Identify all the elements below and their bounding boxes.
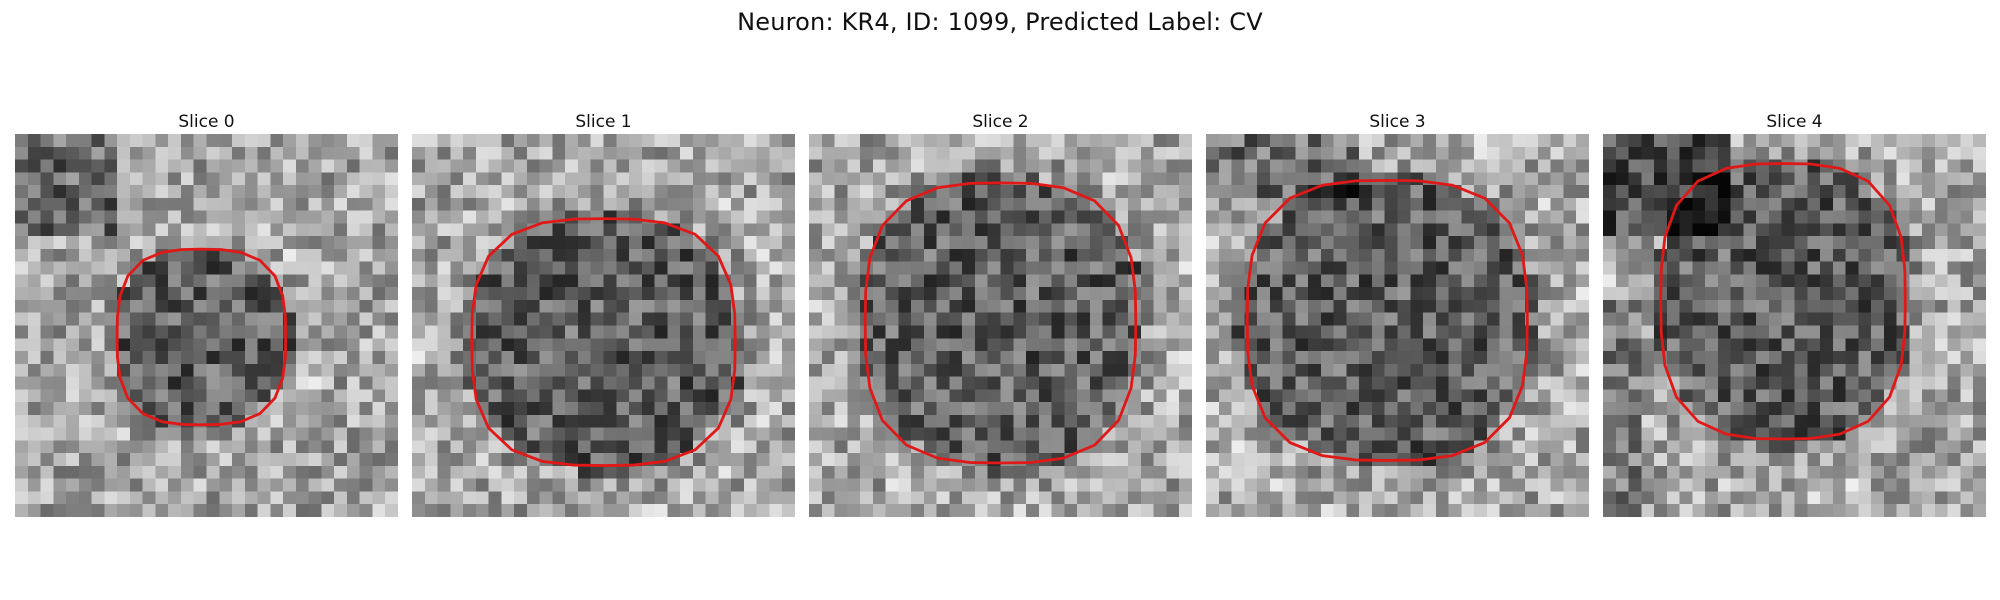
slice-image xyxy=(1603,134,1986,517)
slice-title: Slice 2 xyxy=(972,112,1029,132)
slice-image xyxy=(1206,134,1589,517)
roi-contour xyxy=(115,247,288,427)
grayscale-image xyxy=(1603,134,1986,517)
slice-image xyxy=(412,134,795,517)
roi-contour xyxy=(863,181,1138,465)
roi-contour xyxy=(1245,178,1529,462)
grayscale-image xyxy=(412,134,795,517)
roi-contour xyxy=(1659,162,1907,441)
slice-title: Slice 0 xyxy=(178,112,235,132)
slice-image xyxy=(809,134,1192,517)
roi-contour xyxy=(470,217,737,467)
slice-title: Slice 1 xyxy=(575,112,632,132)
grayscale-image xyxy=(15,134,398,517)
slice-panel-2: Slice 2 xyxy=(809,110,1192,517)
grayscale-image xyxy=(809,134,1192,517)
slice-panel-4: Slice 4 xyxy=(1603,110,1986,517)
figure-title: Neuron: KR4, ID: 1099, Predicted Label: … xyxy=(737,8,1263,36)
slice-panel-1: Slice 1 xyxy=(412,110,795,517)
slice-image xyxy=(15,134,398,517)
slice-title: Slice 3 xyxy=(1369,112,1426,132)
slice-panel-3: Slice 3 xyxy=(1206,110,1589,517)
slice-panel-0: Slice 0 xyxy=(15,110,398,517)
slice-title: Slice 4 xyxy=(1766,112,1823,132)
grayscale-image xyxy=(1206,134,1589,517)
